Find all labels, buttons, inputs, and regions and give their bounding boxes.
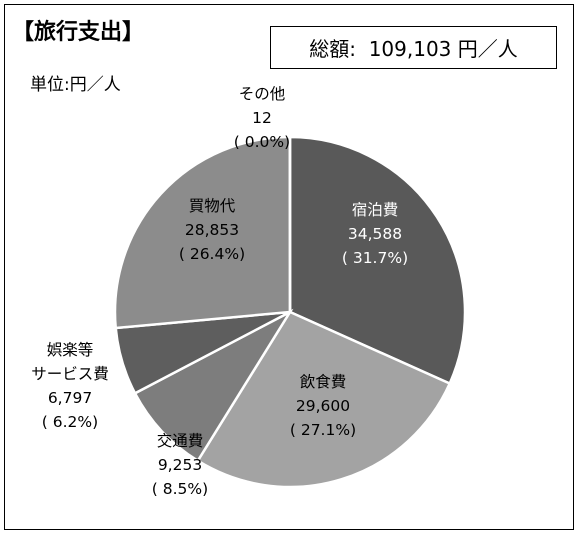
slice-percent: ( 6.2%) <box>42 413 98 431</box>
slice-percent: ( 8.5%) <box>152 480 208 498</box>
slice-percent: ( 27.1%) <box>290 421 356 439</box>
slice-label: 飲食費 29,600 ( 27.1%) <box>290 373 356 439</box>
pie-slice <box>196 310 452 489</box>
slice-name: 飲食費 <box>300 373 347 391</box>
total-value: 109,103 円／人 <box>368 37 518 61</box>
slice-label: 買物代 28,853 ( 26.4%) <box>179 197 245 263</box>
slice-label: その他 12 ( 0.0%) <box>234 85 290 151</box>
slice-label: 娯楽等サービス費 6,797 ( 6.2%) <box>31 341 109 431</box>
slice-percent: ( 26.4%) <box>179 245 245 263</box>
pie-slice <box>133 308 294 463</box>
slice-name: その他 <box>239 85 286 103</box>
slice-percent: ( 31.7%) <box>342 249 408 267</box>
slice-value: 6,797 <box>48 389 92 407</box>
unit-label: 単位:円／人 <box>30 75 121 95</box>
pie-slice <box>288 135 467 386</box>
slice-value: 29,600 <box>296 397 350 415</box>
chart-title: 【旅行支出】 <box>12 20 145 45</box>
slice-label: 交通費 9,253 ( 8.5%) <box>152 432 208 498</box>
slice-value: 34,588 <box>348 225 402 243</box>
pie-slice <box>113 135 292 330</box>
slice-name: 買物代 <box>189 197 236 215</box>
slice-value: 12 <box>252 109 272 127</box>
slice-name: サービス費 <box>31 365 109 383</box>
slice-value: 9,253 <box>158 456 202 474</box>
slice-name: 交通費 <box>157 432 204 450</box>
slice-label: 宿泊費 34,588 ( 31.7%) <box>342 201 408 267</box>
slice-name: 宿泊費 <box>352 201 399 219</box>
slice-percent: ( 0.0%) <box>234 133 290 151</box>
slice-name: 娯楽等 <box>47 341 94 359</box>
total-label: 総額: <box>309 37 356 61</box>
total-box: 総額: 109,103 円／人 <box>270 26 557 69</box>
slice-value: 28,853 <box>185 221 239 239</box>
